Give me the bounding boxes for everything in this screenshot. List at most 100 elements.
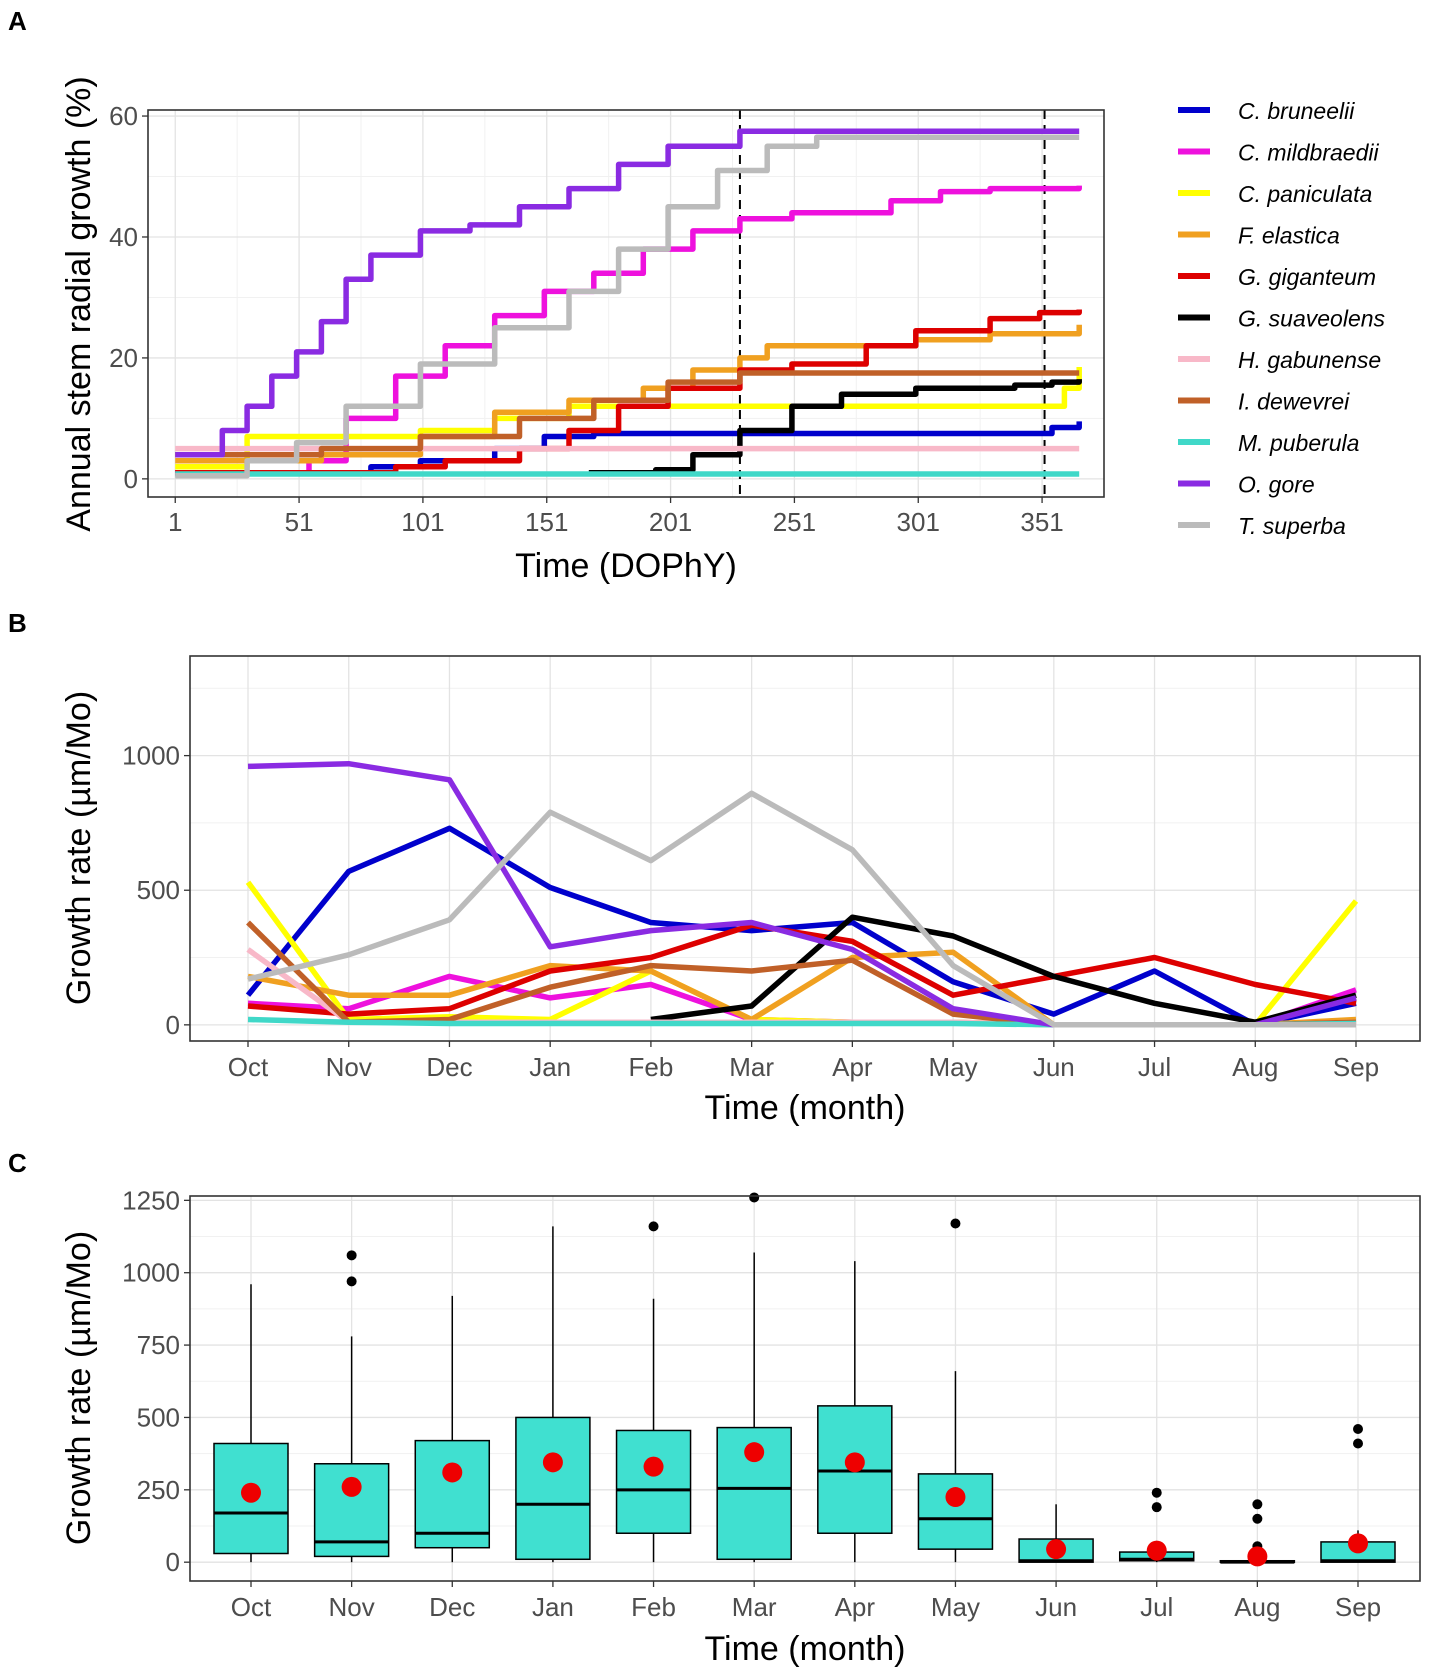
panel-c-mean-point — [1348, 1533, 1368, 1554]
panel-a-series-c-mildbraedii — [175, 185, 1082, 476]
panel-a-series — [175, 128, 1082, 479]
panel-c-mean-point — [1146, 1540, 1167, 1561]
panel-c-x-tick-label: Oct — [231, 1592, 272, 1622]
panel-c-box-mar — [716, 1192, 792, 1563]
legend-label-c-bruneelii: C. bruneelii — [1238, 98, 1355, 124]
panel-a-y-tick-label: 20 — [109, 343, 138, 373]
panel-c-outlier-point — [950, 1218, 961, 1229]
panel-a-x-tick-label: 201 — [649, 507, 692, 537]
panel-c-box-nov — [313, 1250, 390, 1563]
panel-a-x-tick-label: 301 — [897, 507, 940, 537]
panel-letter-c: C — [8, 1148, 27, 1178]
panel-b-series — [245, 760, 1359, 1028]
panel-b-x-tick-label: Sep — [1333, 1052, 1379, 1082]
panel-c-y-title: Growth rate (µm/Mo) — [60, 1231, 98, 1545]
panel-a-y-tick-label: 0 — [124, 464, 138, 494]
panel-c-mean-point — [844, 1452, 865, 1473]
panel-a-frame — [147, 109, 1105, 498]
panel-c-outlier-point — [346, 1250, 357, 1261]
panel-c-outlier-point — [1252, 1513, 1263, 1524]
panel-c-mean-point — [341, 1476, 362, 1497]
panel-c-x-tick-label: Nov — [329, 1592, 375, 1622]
panel-a-series-g-giganteum — [175, 309, 1082, 476]
panel-c-x-tick-label: Jun — [1035, 1592, 1077, 1622]
panel-a-series-t-superba — [175, 134, 1080, 479]
panel-a-series-i-dewevrei — [175, 370, 1080, 458]
panel-c-x-tick-label: Mar — [732, 1592, 777, 1622]
panel-c-outlier-point — [1252, 1499, 1263, 1510]
panel-b-series-g-suaveolens — [650, 914, 1357, 1025]
panel-b-x-tick-label: Feb — [629, 1052, 674, 1082]
legend: C. bruneelii C. mildbraedii C. paniculata F… — [1178, 98, 1386, 539]
panel-c-box-aug — [1219, 1499, 1296, 1567]
panel-b-y-title: Growth rate (µm/Mo) — [60, 691, 98, 1005]
panel-letter-b: B — [8, 608, 27, 638]
panel-c-outlier-point — [648, 1221, 659, 1232]
panel-c-y-tick-label: 250 — [137, 1475, 180, 1505]
panel-c-x-tick-label: Dec — [429, 1592, 475, 1622]
panel-c-y-tick-label: 750 — [137, 1330, 180, 1360]
panel-c-boxes — [213, 1192, 1396, 1567]
panel-b-x-tick-label: Oct — [228, 1052, 269, 1082]
legend-label-c-paniculata: C. paniculata — [1238, 181, 1372, 207]
panel-a-x-tick-label: 1 — [168, 507, 182, 537]
panel-b-y-tick-label: 1000 — [122, 741, 180, 771]
panel-c-box-sep — [1320, 1424, 1396, 1563]
panel-c-box-dec — [414, 1295, 491, 1563]
panel-b-series-t-superba — [247, 790, 1356, 1028]
panel-a-x-tick-label: 151 — [525, 507, 568, 537]
panel-c-y-tick-label: 1250 — [122, 1185, 180, 1215]
panel-c-box-apr — [817, 1261, 893, 1563]
panel-b-y-tick-label: 0 — [166, 1010, 180, 1040]
panel-c-x-tick-label: May — [931, 1592, 980, 1622]
panel-c-x-tick-label: Feb — [631, 1592, 676, 1622]
panel-a-x-tick-label: 351 — [1020, 507, 1063, 537]
panel-c-mean-point — [1046, 1539, 1067, 1560]
panel-c-mean-point — [241, 1482, 261, 1503]
panel-c-ticks: 0 250 500 750 1000 1250 Oct Nov Dec Jan Feb Mar Apr M… — [122, 1185, 1381, 1622]
panel-b-x-tick-label: Apr — [832, 1052, 873, 1082]
panel-a-x-tick-label: 101 — [401, 507, 444, 537]
panel-c-mean-point — [643, 1456, 664, 1477]
panel-c-x-tick-label: Aug — [1234, 1592, 1280, 1622]
panel-c-mean-point — [442, 1462, 463, 1483]
panel-c-mean-point — [744, 1442, 765, 1463]
panel-b-x-tick-label: May — [929, 1052, 978, 1082]
panel-c-chart: 0 250 500 750 1000 1250 Oct Nov Dec Jan Feb Mar Apr M… — [60, 1185, 1421, 1668]
panel-b-chart: 0 500 1000 Oct Nov Dec Jan Feb Mar Apr May Jun Jul Au… — [60, 655, 1421, 1127]
panel-c-mean-point — [542, 1452, 563, 1473]
panel-c-y-tick-label: 0 — [166, 1547, 180, 1577]
panel-c-outlier-point — [1353, 1438, 1363, 1449]
panel-letter-a: A — [8, 6, 27, 36]
panel-c-box-jun — [1018, 1504, 1094, 1563]
panel-b-x-tick-label: Mar — [729, 1052, 774, 1082]
panel-c-box-body — [615, 1429, 692, 1534]
panel-c-x-title: Time (month) — [705, 1630, 906, 1668]
legend-label-i-dewevrei: I. dewevrei — [1238, 389, 1350, 415]
panel-b-x-tick-label: Jun — [1033, 1052, 1075, 1082]
panel-a-x-tick-label: 51 — [285, 507, 314, 537]
panel-b-frame — [189, 655, 1421, 1042]
panel-c-box-jan — [515, 1226, 591, 1563]
legend-label-c-mildbraedii: C. mildbraedii — [1238, 140, 1379, 166]
panel-c-y-tick-label: 500 — [137, 1402, 180, 1432]
legend-label-t-superba: T. superba — [1238, 513, 1346, 539]
panel-c-mean-point — [945, 1487, 966, 1508]
panel-b-y-tick-label: 500 — [137, 875, 180, 905]
panel-c-outlier-point — [346, 1276, 357, 1287]
panel-c-box-body — [917, 1473, 994, 1550]
panel-b-x-title: Time (month) — [705, 1089, 906, 1127]
panel-c-box-may — [917, 1218, 994, 1563]
legend-label-m-puberula: M. puberula — [1238, 430, 1359, 456]
panel-c-outlier-point — [1353, 1424, 1363, 1435]
panel-b-x-tick-label: Aug — [1232, 1052, 1278, 1082]
panel-c-x-tick-label: Jul — [1140, 1592, 1173, 1622]
panel-c-box-body — [515, 1416, 591, 1561]
panel-b-x-tick-label: Jan — [529, 1052, 571, 1082]
panel-b-series-c-bruneelii — [245, 825, 1357, 1028]
panel-c-outlier-point — [749, 1192, 760, 1203]
panel-a-y-tick-label: 40 — [109, 222, 138, 252]
panel-c-outlier-point — [1151, 1502, 1162, 1513]
